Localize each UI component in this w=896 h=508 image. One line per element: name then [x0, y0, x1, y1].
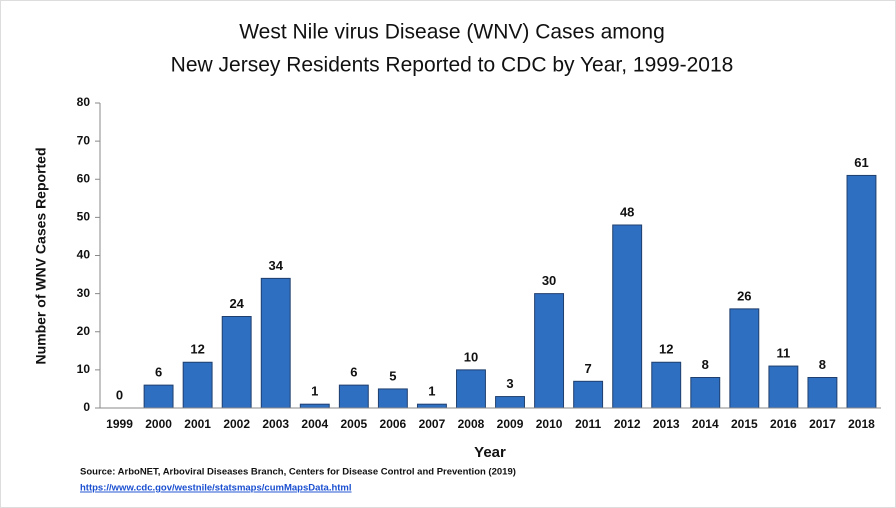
- data-label: 48: [620, 204, 634, 219]
- x-tick-label: 2010: [536, 417, 563, 431]
- bar: [456, 369, 486, 409]
- bar: [612, 224, 643, 409]
- bar: [299, 403, 330, 409]
- x-tick-label: 2000: [145, 417, 172, 431]
- y-tick-label: 70: [77, 133, 91, 147]
- bar: [260, 277, 291, 409]
- x-tick-label: 2006: [380, 417, 407, 431]
- x-tick-label: 2004: [301, 417, 328, 431]
- bar: [495, 396, 525, 409]
- data-label: 8: [819, 357, 826, 372]
- data-label: 24: [229, 296, 244, 311]
- bar: [807, 377, 838, 409]
- bar: [846, 174, 877, 409]
- bar: [221, 316, 252, 409]
- y-tick-label: 20: [77, 324, 91, 338]
- y-tick-label: 50: [77, 210, 91, 224]
- bar: [377, 388, 408, 409]
- data-label: 34: [268, 258, 283, 273]
- x-tick-label: 2007: [419, 417, 446, 431]
- bar: [690, 377, 721, 409]
- y-tick-label: 40: [77, 248, 91, 262]
- x-tick-label: 2012: [614, 417, 641, 431]
- bar: [143, 384, 174, 409]
- data-label: 8: [702, 357, 709, 372]
- x-tick-label: 2015: [731, 417, 758, 431]
- bar: [573, 380, 604, 409]
- data-label: 10: [464, 349, 478, 364]
- data-label: 6: [350, 365, 357, 380]
- x-axis-label: Year: [474, 444, 506, 461]
- x-tick-label: 2017: [809, 417, 836, 431]
- data-label: 6: [155, 365, 162, 380]
- data-label: 11: [777, 346, 791, 361]
- bar: [182, 361, 213, 409]
- y-tick-label: 80: [77, 95, 91, 109]
- x-tick-label: 2018: [848, 417, 875, 431]
- bar: [534, 293, 565, 409]
- data-label: 61: [854, 155, 868, 170]
- y-axis-label: Number of WNV Cases Reported: [33, 147, 49, 364]
- data-label: 30: [542, 273, 556, 288]
- y-tick-label: 0: [83, 400, 90, 414]
- y-tick-label: 10: [77, 362, 91, 376]
- data-label: 12: [659, 342, 673, 357]
- bar: [768, 365, 799, 409]
- y-tick-label: 60: [77, 171, 91, 185]
- data-label: 5: [389, 368, 396, 383]
- x-tick-label: 2003: [262, 417, 289, 431]
- source-note: Source: ArboNET, Arboviral Diseases Bran…: [80, 467, 516, 478]
- data-label: 1: [428, 384, 435, 399]
- x-tick-label: 2008: [458, 417, 485, 431]
- data-label: 1: [311, 384, 318, 399]
- bar: [416, 403, 447, 409]
- data-label: 0: [116, 387, 123, 402]
- x-tick-label: 2001: [184, 417, 211, 431]
- chart-title: West Nile virus Disease (WNV) Cases amon…: [239, 21, 665, 44]
- x-tick-label: 2005: [340, 417, 367, 431]
- x-tick-label: 1999: [106, 417, 133, 431]
- x-tick-label: 2011: [575, 417, 601, 431]
- chart-title: New Jersey Residents Reported to CDC by …: [171, 54, 734, 77]
- x-tick-label: 2014: [692, 417, 719, 431]
- x-tick-label: 2016: [770, 417, 797, 431]
- x-tick-label: 2009: [497, 417, 524, 431]
- bar: [729, 308, 760, 409]
- data-label: 26: [737, 288, 751, 303]
- data-label: 12: [190, 342, 204, 357]
- x-tick-label: 2002: [223, 417, 250, 431]
- y-tick-label: 30: [77, 286, 91, 300]
- bar: [338, 384, 369, 409]
- source-link[interactable]: https://www.cdc.gov/westnile/statsmaps/c…: [80, 483, 352, 494]
- x-tick-label: 2013: [653, 417, 680, 431]
- data-label: 7: [585, 361, 592, 376]
- data-label: 3: [506, 376, 513, 391]
- bar: [651, 361, 682, 409]
